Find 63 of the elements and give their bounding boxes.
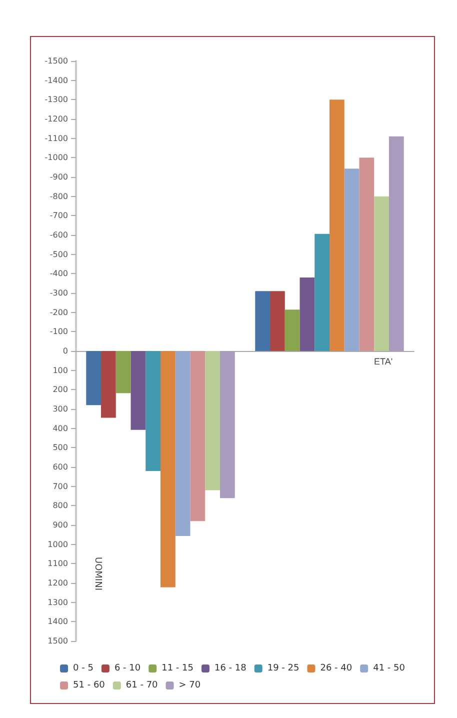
bar	[116, 351, 131, 394]
y-tick-label: -100	[50, 327, 68, 336]
y-tick-label: 900	[52, 520, 68, 530]
annotation: UOMINI	[92, 557, 102, 590]
x-axis-title: ETA'	[374, 356, 393, 366]
bar	[388, 136, 404, 351]
bar	[86, 351, 102, 406]
y-tick-label: -1300	[44, 95, 68, 104]
legend-label: 11 - 15	[162, 664, 194, 674]
legend-label: 26 - 40	[320, 664, 352, 674]
bar	[190, 351, 206, 522]
bar	[374, 196, 389, 351]
y-tick-label: 700	[52, 482, 68, 491]
bar	[314, 234, 330, 351]
bar	[220, 351, 235, 498]
bar	[175, 351, 190, 536]
y-tick-label: -600	[50, 230, 68, 240]
bar	[255, 291, 270, 351]
legend-label: 16 - 18	[214, 664, 247, 674]
y-tick-label: -1200	[44, 114, 68, 124]
y-tick-label: -200	[50, 308, 68, 317]
legend-label: 61 - 70	[126, 680, 158, 690]
bar	[284, 310, 300, 351]
y-tick-label: 600	[52, 462, 68, 472]
y-tick-label: 800	[52, 501, 68, 510]
legend-label: 51 - 60	[73, 680, 106, 690]
y-tick-label: 100	[52, 366, 68, 375]
y-tick-label: 1100	[48, 559, 68, 568]
bar	[344, 168, 360, 351]
legend-label: 0 - 5	[73, 664, 94, 674]
y-tick-label: -1500	[44, 56, 68, 66]
y-tick-label: -500	[50, 250, 68, 259]
y-tick-label: -1000	[44, 153, 68, 162]
y-tick-label: -1400	[44, 76, 68, 85]
bar	[160, 351, 176, 588]
bar	[101, 351, 116, 418]
y-tick-label: -300	[50, 288, 68, 298]
y-tick-label: -900	[50, 172, 68, 182]
y-tick-label: 400	[52, 424, 68, 433]
y-tick-label: 0	[62, 346, 68, 356]
legend-label: 19 - 25	[267, 664, 300, 674]
bar	[270, 291, 285, 351]
y-tick-label: -800	[50, 192, 68, 201]
y-tick-label: 1300	[48, 598, 68, 607]
y-tick-label: 500	[52, 443, 68, 452]
y-tick-label: 200	[52, 385, 68, 394]
y-tick-label: 1400	[48, 617, 68, 626]
bar	[205, 351, 220, 490]
bar	[146, 351, 160, 472]
legend-label: 41 - 50	[373, 664, 406, 674]
bar	[359, 158, 374, 351]
y-tick-label: 300	[52, 404, 68, 414]
bar	[330, 100, 344, 351]
bar	[300, 278, 315, 351]
y-tick-label: -1100	[44, 134, 68, 143]
y-tick-label: -400	[50, 269, 68, 278]
y-tick-label: 1000	[48, 540, 68, 549]
y-tick-label: 1200	[48, 578, 68, 588]
y-tick-label: -700	[50, 211, 68, 220]
legend-label: 6 - 10	[114, 664, 141, 674]
y-tick-label: 1500	[48, 636, 68, 646]
bar	[130, 351, 146, 430]
legend-label: > 70	[178, 680, 201, 690]
